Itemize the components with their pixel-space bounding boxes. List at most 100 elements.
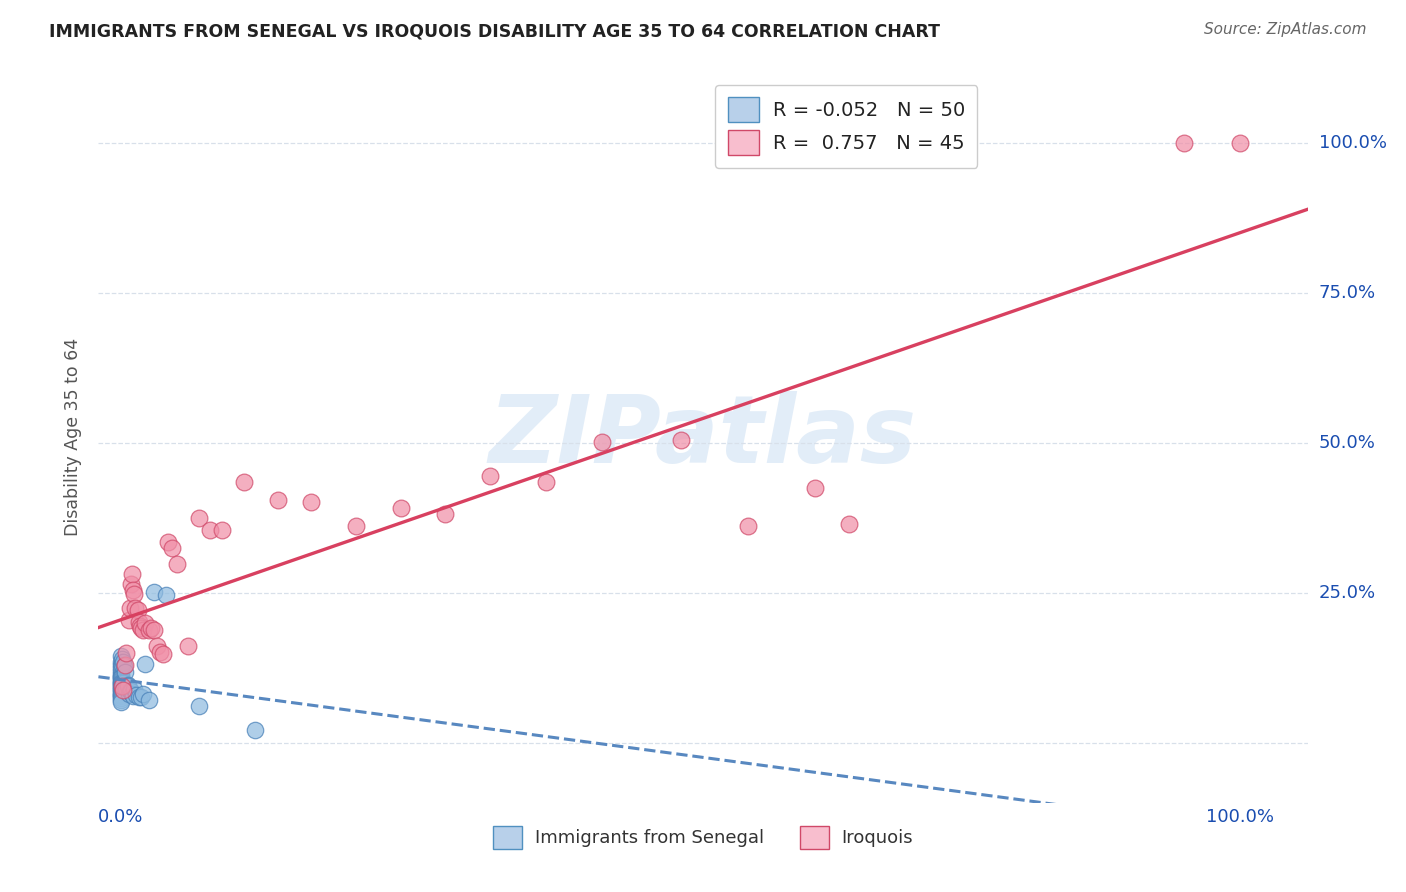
Point [122, 587, 145, 601]
Point [115, 681, 138, 695]
Point [110, 661, 132, 675]
Point [110, 666, 132, 681]
Text: 50.0%: 50.0% [1319, 434, 1375, 452]
Point [121, 566, 143, 581]
Point [120, 577, 142, 591]
Point [162, 541, 184, 555]
Point [110, 664, 132, 678]
Point [112, 655, 135, 669]
Point [110, 655, 132, 669]
Point [110, 688, 132, 702]
Point [138, 692, 160, 706]
Point [111, 657, 134, 672]
Point [233, 475, 256, 489]
Point [127, 603, 149, 617]
Point [188, 698, 211, 713]
Point [120, 684, 142, 698]
Point [110, 677, 132, 691]
Point [110, 670, 132, 684]
Point [188, 511, 211, 525]
Point [536, 475, 558, 489]
Text: 75.0%: 75.0% [1319, 285, 1376, 302]
Point [110, 690, 132, 705]
Point [804, 481, 827, 495]
Point [110, 687, 132, 701]
Text: IMMIGRANTS FROM SENEGAL VS IROQUOIS DISABILITY AGE 35 TO 64 CORRELATION CHART: IMMIGRANTS FROM SENEGAL VS IROQUOIS DISA… [49, 22, 941, 40]
Point [155, 588, 177, 602]
Point [110, 680, 132, 694]
Point [143, 584, 166, 599]
Point [299, 495, 322, 509]
Point [152, 647, 174, 661]
Point [149, 645, 172, 659]
Point [243, 723, 266, 737]
Point [479, 469, 502, 483]
Point [838, 516, 860, 531]
Point [110, 676, 132, 690]
Point [112, 676, 135, 690]
Point [389, 500, 412, 515]
Point [128, 690, 150, 704]
Point [129, 690, 152, 704]
Point [112, 683, 135, 698]
Point [110, 681, 132, 696]
Point [138, 623, 160, 637]
Point [110, 648, 132, 663]
Point [115, 646, 138, 660]
Point [110, 657, 132, 672]
Point [110, 692, 132, 706]
Point [124, 601, 146, 615]
Point [344, 518, 367, 533]
Point [122, 681, 145, 696]
Point [1173, 136, 1195, 151]
Point [110, 674, 132, 689]
Point [166, 557, 188, 571]
Point [118, 683, 141, 698]
Legend: Immigrants from Senegal, Iroquois: Immigrants from Senegal, Iroquois [486, 818, 920, 856]
Point [266, 493, 288, 508]
Point [122, 582, 145, 597]
Point [117, 679, 139, 693]
Point [128, 619, 150, 633]
Point [117, 678, 139, 692]
Point [114, 665, 136, 679]
Point [145, 639, 167, 653]
Point [434, 507, 457, 521]
Point [118, 613, 141, 627]
Point [591, 434, 613, 449]
Point [114, 657, 136, 672]
Point [110, 671, 132, 685]
Point [110, 679, 132, 693]
Text: 100.0%: 100.0% [1319, 135, 1386, 153]
Point [110, 673, 132, 687]
Point [122, 689, 145, 703]
Point [121, 687, 143, 701]
Point [143, 623, 166, 637]
Text: 25.0%: 25.0% [1319, 584, 1376, 602]
Y-axis label: Disability Age 35 to 64: Disability Age 35 to 64 [65, 338, 83, 536]
Point [112, 659, 135, 673]
Point [125, 688, 148, 702]
Point [211, 523, 233, 537]
Point [111, 679, 134, 693]
Point [110, 695, 132, 709]
Point [139, 621, 162, 635]
Point [134, 657, 156, 671]
Point [177, 639, 200, 653]
Point [111, 652, 134, 666]
Point [132, 623, 155, 637]
Point [110, 685, 132, 699]
Point [128, 615, 150, 629]
Point [115, 681, 138, 695]
Point [1229, 136, 1251, 151]
Point [737, 518, 759, 533]
Text: ZIPatlas: ZIPatlas [489, 391, 917, 483]
Point [132, 687, 155, 701]
Point [110, 689, 132, 703]
Point [200, 523, 222, 537]
Point [110, 669, 132, 683]
Text: Source: ZipAtlas.com: Source: ZipAtlas.com [1204, 22, 1367, 37]
Point [110, 683, 132, 698]
Point [118, 601, 141, 615]
Point [669, 433, 692, 447]
